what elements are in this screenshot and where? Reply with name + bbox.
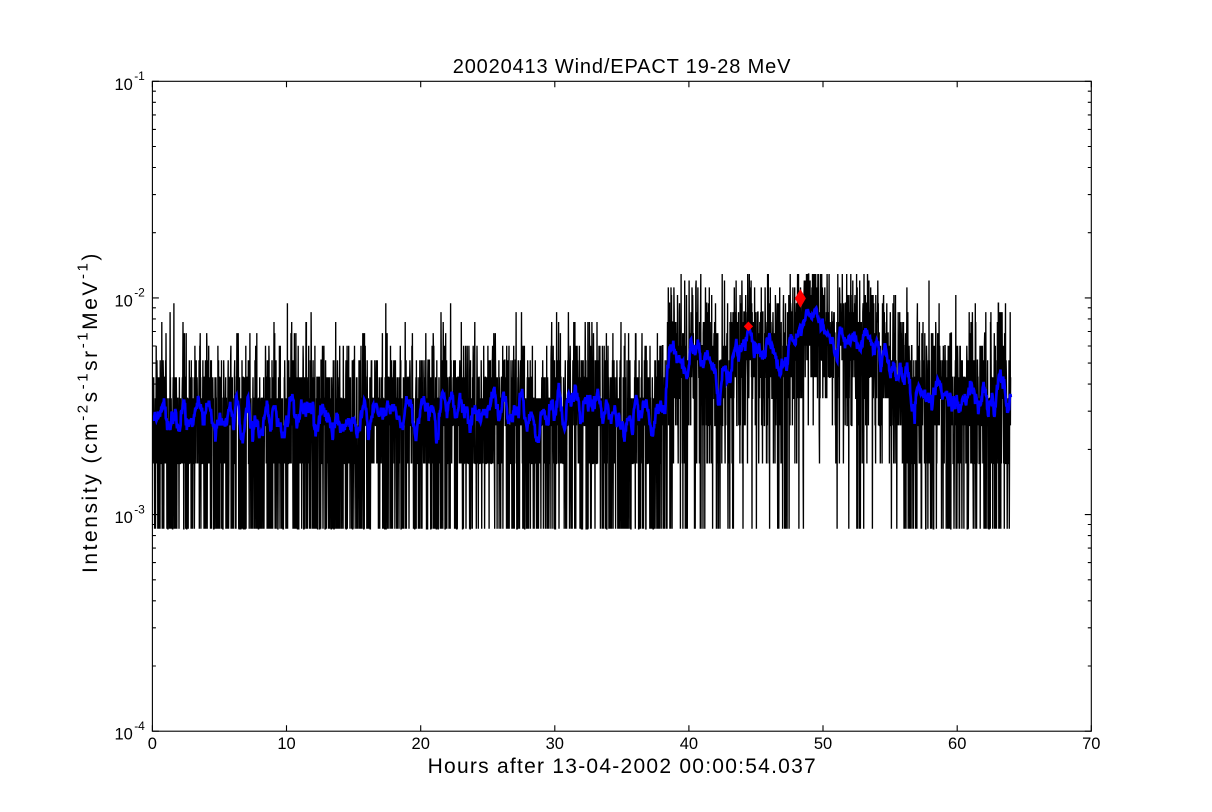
svg-text:-1: -1 xyxy=(134,69,145,83)
svg-text:-3: -3 xyxy=(134,502,145,516)
svg-text:10: 10 xyxy=(114,509,132,527)
svg-text:10: 10 xyxy=(114,292,132,310)
svg-text:20020413 Wind/EPACT 19-28 MeV: 20020413 Wind/EPACT 19-28 MeV xyxy=(453,56,792,78)
svg-text:10: 10 xyxy=(277,735,295,753)
svg-text:10: 10 xyxy=(114,76,132,94)
svg-text:50: 50 xyxy=(814,735,832,753)
svg-text:0: 0 xyxy=(148,735,157,753)
svg-text:-4: -4 xyxy=(134,719,145,733)
svg-text:30: 30 xyxy=(546,735,564,753)
svg-text:Hours after 13-04-2002 00:00:5: Hours after 13-04-2002 00:00:54.037 xyxy=(428,755,817,778)
svg-text:40: 40 xyxy=(680,735,698,753)
svg-text:-2: -2 xyxy=(134,286,145,300)
svg-text:10: 10 xyxy=(114,726,132,744)
svg-text:Intensity (cm-2s-1sr-1MeV-1): Intensity (cm-2s-1sr-1MeV-1) xyxy=(75,251,103,573)
svg-text:60: 60 xyxy=(948,735,966,753)
svg-text:70: 70 xyxy=(1082,735,1100,753)
svg-text:20: 20 xyxy=(412,735,430,753)
